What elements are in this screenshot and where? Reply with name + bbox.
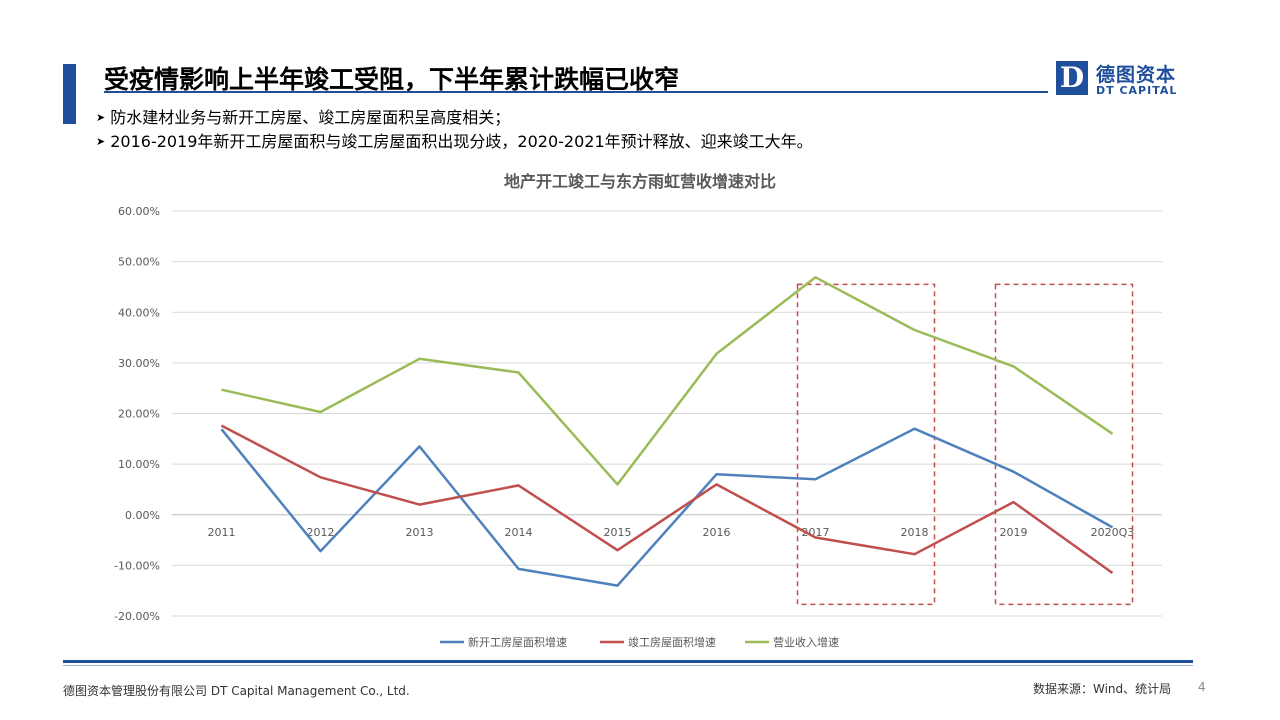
logo-mark: D bbox=[1056, 61, 1088, 95]
y-tick-label: 40.00% bbox=[118, 306, 160, 319]
footer-company: 德图资本管理股份有限公司 DT Capital Management Co., … bbox=[63, 684, 410, 698]
footer-rule bbox=[63, 660, 1193, 663]
arrow-bullet-icon: ➤ bbox=[96, 111, 106, 124]
y-tick-label: -10.00% bbox=[114, 559, 160, 572]
series-line bbox=[221, 276, 1114, 486]
highlight-box bbox=[994, 283, 1134, 606]
x-tick-label: 2016 bbox=[703, 526, 731, 539]
arrow-bullet-icon: ➤ bbox=[96, 135, 106, 148]
bullet-list: ➤ 防水建材业务与新开工房屋、竣工房屋面积呈高度相关； ➤ 2016-2019年… bbox=[96, 106, 813, 154]
x-tick-label: 2013 bbox=[406, 526, 434, 539]
bullet-text: 防水建材业务与新开工房屋、竣工房屋面积呈高度相关； bbox=[110, 108, 511, 127]
dt-capital-logo: D 德图资本 DT CAPITAL bbox=[1056, 61, 1186, 97]
y-tick-label: 30.00% bbox=[118, 357, 160, 370]
legend-label: 新开工房屋面积增速 bbox=[468, 635, 567, 649]
page-number: 4 bbox=[1198, 680, 1206, 694]
x-tick-label: 2018 bbox=[901, 526, 929, 539]
x-tick-label: 2020Q3 bbox=[1091, 526, 1135, 539]
logo-chinese-name: 德图资本 bbox=[1096, 64, 1177, 86]
logo-mark-letter: D bbox=[1059, 61, 1085, 94]
x-tick-label: 2015 bbox=[604, 526, 632, 539]
bullet-item: ➤ 防水建材业务与新开工房屋、竣工房屋面积呈高度相关； bbox=[96, 106, 813, 130]
x-tick-label: 2017 bbox=[802, 526, 830, 539]
chart-title: 地产开工竣工与东方雨虹营收增速对比 bbox=[504, 172, 776, 191]
y-tick-label: 20.00% bbox=[118, 408, 160, 421]
x-tick-label: 2019 bbox=[1000, 526, 1028, 539]
y-tick-label: 0.00% bbox=[125, 509, 160, 522]
footer-rule-thin bbox=[63, 665, 1193, 666]
bullet-text: 2016-2019年新开工房屋面积与竣工房屋面积出现分歧，2020-2021年预… bbox=[110, 132, 813, 151]
y-tick-label: -20.00% bbox=[114, 610, 160, 623]
x-tick-label: 2011 bbox=[208, 526, 236, 539]
y-tick-label: 50.00% bbox=[118, 256, 160, 269]
series-line bbox=[220, 424, 1114, 575]
logo-english-name: DT CAPITAL bbox=[1096, 84, 1178, 97]
y-tick-label: 10.00% bbox=[118, 458, 160, 471]
x-tick-label: 2012 bbox=[307, 526, 335, 539]
footer-source: 数据来源：Wind、统计局 bbox=[1033, 682, 1172, 696]
highlight-box bbox=[796, 283, 936, 606]
bullet-item: ➤ 2016-2019年新开工房屋面积与竣工房屋面积出现分歧，2020-2021… bbox=[96, 130, 813, 154]
legend-label: 竣工房屋面积增速 bbox=[628, 635, 716, 649]
legend-label: 营业收入增速 bbox=[773, 635, 839, 649]
x-tick-label: 2014 bbox=[505, 526, 533, 539]
slide-title: 受疫情影响上半年竣工受阻，下半年累计跌幅已收窄 bbox=[104, 65, 680, 94]
title-underline bbox=[104, 91, 1048, 93]
y-tick-label: 60.00% bbox=[118, 205, 160, 218]
series-line bbox=[220, 427, 1114, 587]
title-accent-bar bbox=[63, 64, 76, 124]
